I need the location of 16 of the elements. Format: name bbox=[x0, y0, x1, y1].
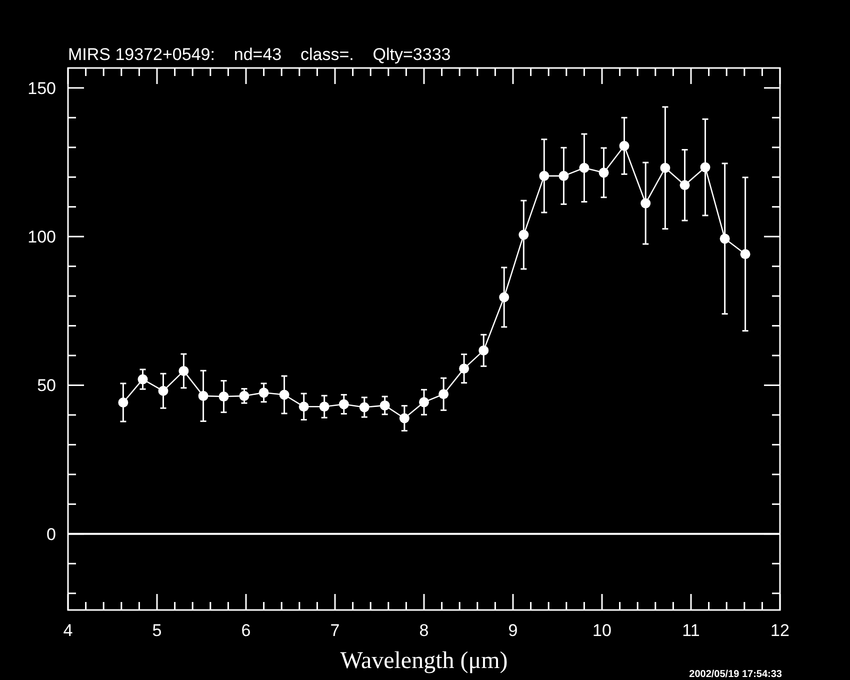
y-tick-label: 100 bbox=[28, 228, 56, 247]
x-tick-label: 5 bbox=[152, 621, 162, 640]
x-tick-label: 12 bbox=[770, 621, 790, 640]
chart-title: MIRS 19372+0549: nd=43 class=. Qlty=3333 bbox=[68, 45, 451, 64]
x-tick-label: 9 bbox=[508, 621, 518, 640]
x-tick-label: 10 bbox=[592, 621, 612, 640]
text: 2002/05/19 17:54:33 bbox=[689, 669, 782, 680]
x-tick-label: 6 bbox=[241, 621, 251, 640]
x-axis-title: Wavelength (μm) bbox=[340, 648, 508, 674]
x-tick-label: 8 bbox=[419, 621, 429, 640]
y-tick-label: 50 bbox=[37, 376, 56, 396]
y-tick-label: 150 bbox=[28, 78, 56, 98]
x-tick-label: 7 bbox=[330, 621, 340, 640]
x-tick-label: 11 bbox=[682, 621, 700, 640]
x-tick-label: 4 bbox=[63, 621, 73, 640]
y-tick-label: 0 bbox=[46, 524, 56, 544]
